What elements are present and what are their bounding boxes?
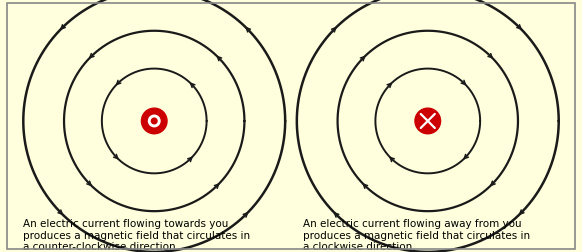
Text: An electric current flowing away from you
produces a magnetic field that circula: An electric current flowing away from yo… xyxy=(303,219,530,252)
Ellipse shape xyxy=(141,108,167,134)
Text: An electric current flowing towards you
produces a magnetic field that circulate: An electric current flowing towards you … xyxy=(23,219,250,252)
Ellipse shape xyxy=(148,115,160,127)
Ellipse shape xyxy=(415,108,441,134)
Ellipse shape xyxy=(151,118,157,124)
